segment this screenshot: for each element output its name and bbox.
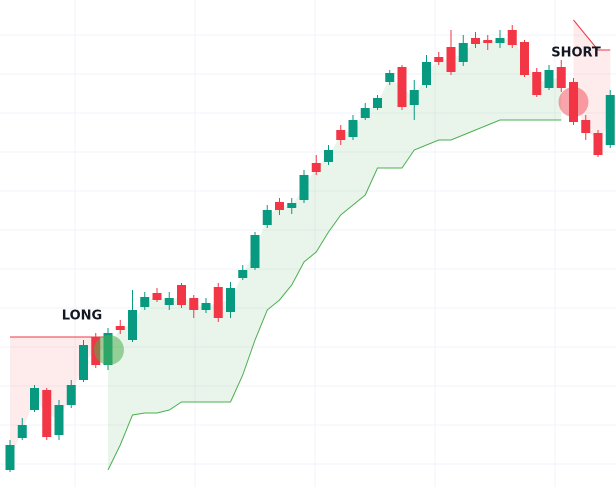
candle-body xyxy=(373,98,382,108)
candle-body xyxy=(177,285,186,305)
trend-fill xyxy=(108,37,562,470)
candle-body xyxy=(348,120,358,137)
trend-fill xyxy=(10,337,108,458)
candle-body xyxy=(299,175,309,200)
signal-label: SHORT xyxy=(551,46,601,61)
candle-body xyxy=(483,40,493,43)
candle-body xyxy=(17,425,27,438)
candle-body xyxy=(42,390,52,437)
candle-body xyxy=(385,73,395,82)
candle-body xyxy=(79,345,88,380)
candle-body xyxy=(287,203,297,208)
candle-body xyxy=(275,202,284,210)
candle-body xyxy=(507,30,517,45)
candle-body xyxy=(544,70,554,88)
candle-body xyxy=(434,57,444,62)
candle-body xyxy=(605,95,615,145)
candle-body xyxy=(495,38,505,43)
candle-body xyxy=(201,303,211,310)
candle-body xyxy=(569,82,578,122)
candle-body xyxy=(446,47,456,72)
candle-body xyxy=(532,72,542,95)
candle-body xyxy=(556,67,566,88)
candle-body xyxy=(397,67,407,107)
candle-body xyxy=(262,210,272,225)
candle-body xyxy=(164,298,174,305)
signal-label: LONG xyxy=(62,309,102,324)
candle-body xyxy=(152,293,162,300)
candle-body xyxy=(324,150,333,162)
candle-body xyxy=(520,42,529,75)
candle-body xyxy=(128,310,137,340)
candle-body xyxy=(471,38,480,44)
candle-body xyxy=(66,385,76,405)
candle-body xyxy=(360,108,370,118)
candle-body xyxy=(250,235,260,268)
candle-body xyxy=(140,297,150,307)
candle-body xyxy=(581,120,591,133)
candle-body xyxy=(115,326,125,330)
candle-body xyxy=(311,163,321,172)
candle-body xyxy=(593,133,603,155)
trend-fill xyxy=(573,20,611,144)
candle-body xyxy=(336,130,346,140)
candle-body xyxy=(5,445,15,470)
candle-body xyxy=(30,388,39,410)
candle-body xyxy=(409,90,419,105)
candle-body xyxy=(238,270,248,278)
signal-marker xyxy=(94,335,124,365)
candle-body xyxy=(422,62,431,85)
candle-body xyxy=(226,288,235,312)
signal-marker xyxy=(558,87,589,117)
candle-body xyxy=(213,287,223,318)
candle-body xyxy=(54,405,64,435)
supertrend-line xyxy=(107,119,562,471)
candle-body xyxy=(189,298,199,310)
candle-body xyxy=(458,43,468,62)
